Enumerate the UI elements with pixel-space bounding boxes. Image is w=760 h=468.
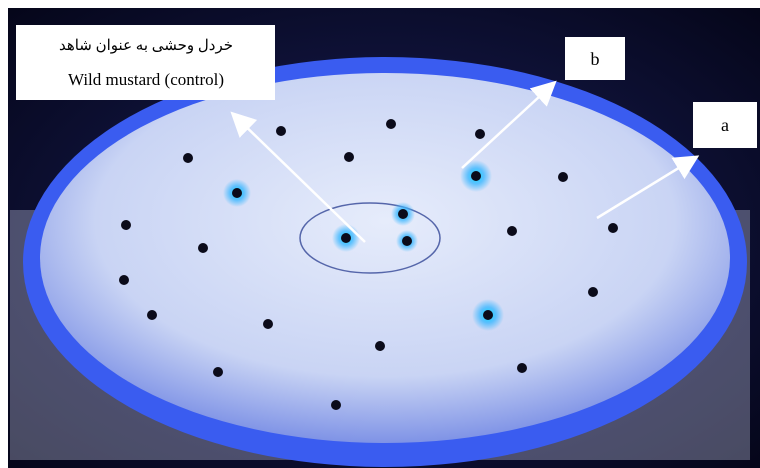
control-label-english: Wild mustard (control) [68,70,224,89]
photo: خردل وحشی به عنوان شاهد Wild mustard (co… [0,0,760,468]
label-a: a [721,115,729,135]
dish-agar [40,73,730,443]
label-b: b [591,49,600,69]
control-label-persian: خردل وحشی به عنوان شاهد [59,38,233,54]
